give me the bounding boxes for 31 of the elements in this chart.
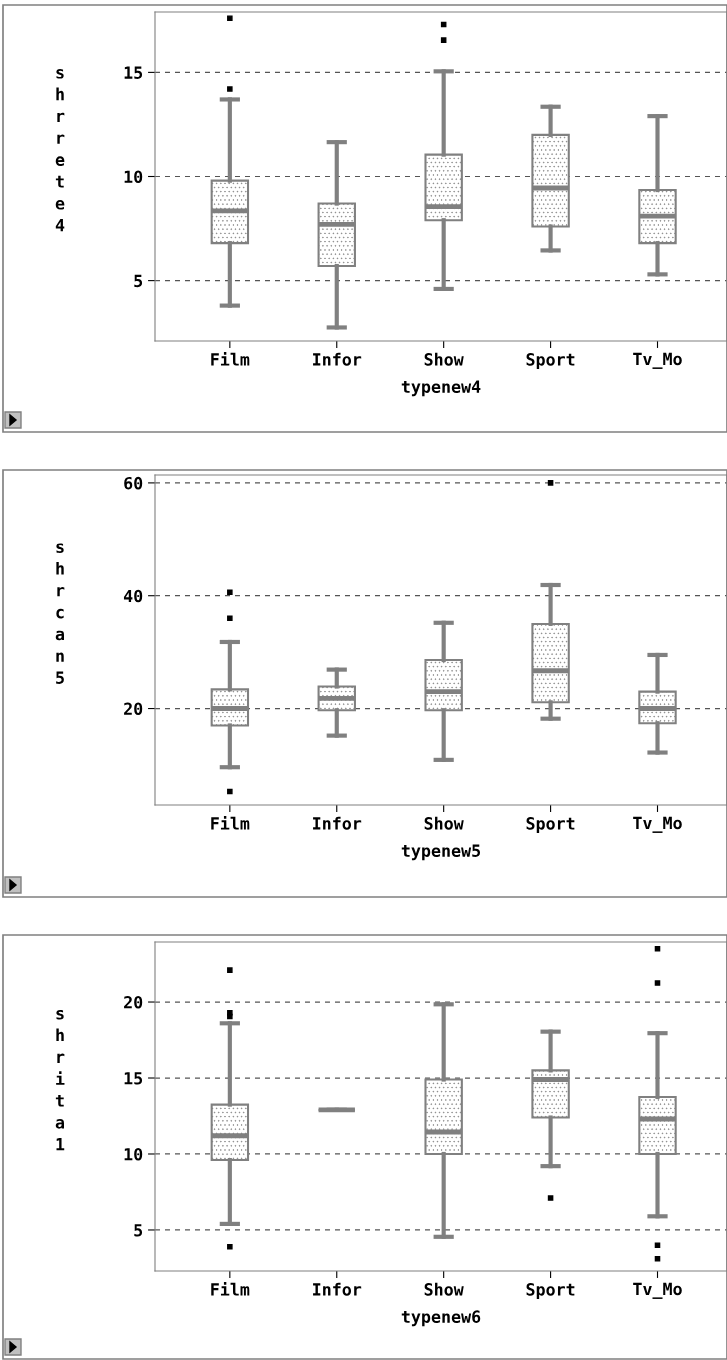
x-axis-title: typenew6 — [401, 1310, 481, 1327]
y-tick-label: 40 — [123, 589, 143, 603]
x-tick-label: Show — [424, 352, 464, 366]
x-axis-title: typenew5 — [401, 844, 481, 861]
y-tick-label: 10 — [124, 170, 143, 184]
y-tick-label: 5 — [134, 274, 143, 288]
y-axis-title: shrcan5 — [55, 543, 65, 684]
x-tick-label: Film — [211, 351, 250, 366]
x-tick-label: Show — [424, 816, 464, 830]
y-axis-title: shrita1 — [55, 1009, 65, 1151]
x-tick-label: Infor — [313, 816, 362, 830]
y-tick-label: 20 — [124, 995, 143, 1009]
x-tick-label: Film — [211, 815, 250, 830]
y-axis-title: shrrete4 — [55, 69, 65, 232]
x-tick-label: Film — [211, 1281, 250, 1296]
x-tick-label: Tv_Mo — [633, 816, 682, 833]
y-tick-label: 60 — [124, 476, 143, 490]
x-tick-label: Sport — [526, 817, 575, 833]
x-tick-label: Show — [424, 1282, 464, 1296]
y-tick-label: 5 — [134, 1224, 143, 1237]
y-tick-label: 15 — [124, 1072, 143, 1085]
x-tick-label: Sport — [526, 1283, 575, 1299]
x-tick-label: Tv_Mo — [633, 1282, 682, 1299]
y-tick-label: 15 — [124, 66, 143, 79]
x-axis-title: typenew4 — [401, 380, 481, 397]
x-tick-label: Infor — [313, 1282, 362, 1296]
x-tick-label: Infor — [313, 352, 362, 366]
y-tick-label: 20 — [124, 702, 143, 716]
y-tick-label: 10 — [124, 1147, 143, 1161]
x-tick-label: Tv_Mo — [633, 352, 682, 369]
x-tick-label: Sport — [526, 353, 575, 369]
